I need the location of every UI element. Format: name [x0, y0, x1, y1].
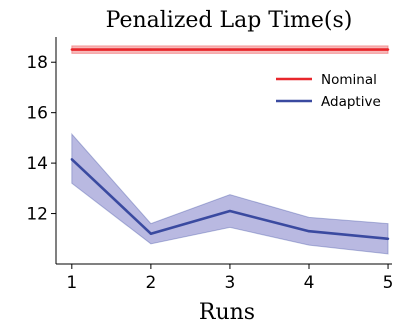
y-tick-label: 16 — [26, 104, 48, 124]
legend-label-nominal: Nominal — [321, 72, 377, 88]
adaptive-point — [70, 158, 74, 161]
series-lines — [70, 48, 390, 241]
x-tick-label: 1 — [66, 273, 77, 293]
adaptive-point — [386, 237, 390, 240]
x-tick-label: 4 — [304, 273, 315, 293]
adaptive-point — [228, 209, 232, 213]
y-tick-label: 14 — [26, 154, 48, 174]
adaptive-point — [307, 230, 311, 233]
nominal-point — [70, 48, 74, 51]
x-axis-label: Runs — [199, 300, 255, 325]
nominal-point — [228, 48, 232, 51]
adaptive-point — [149, 232, 153, 235]
y-tick-label: 18 — [26, 53, 48, 73]
nominal-point — [386, 48, 390, 51]
y-tick-label: 12 — [26, 205, 48, 225]
nominal-point — [149, 48, 153, 51]
adaptive-band — [71, 132, 389, 255]
legend: Nominal Adaptive — [276, 72, 381, 110]
x-tick-label: 2 — [145, 273, 156, 293]
legend-label-adaptive: Adaptive — [321, 94, 381, 110]
nominal-point — [307, 48, 311, 51]
chart-title: Penalized Lap Time(s) — [106, 8, 353, 33]
x-tick-label: 3 — [225, 273, 236, 293]
x-tick-label: 5 — [383, 273, 394, 293]
